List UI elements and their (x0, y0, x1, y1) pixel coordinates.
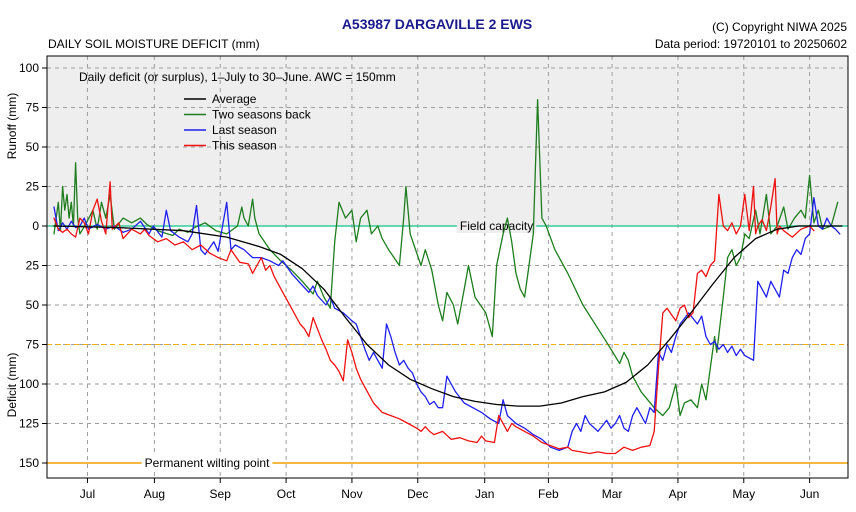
reference-line-label: Field capacity (460, 219, 533, 233)
y-tick-label: 25 (26, 180, 40, 194)
chart-subtitle: DAILY SOIL MOISTURE DEFICIT (mm) (48, 37, 260, 51)
y-tick-label: 75 (26, 101, 40, 115)
reference-lines: Field capacity Permanent wilting point (47, 218, 848, 470)
data-series (53, 98, 843, 455)
legend-label: This season (212, 139, 277, 153)
y-tick-label: 25 (26, 259, 40, 273)
y-tick-label: 75 (26, 338, 40, 352)
legend-label: Average (212, 92, 257, 106)
y-tick-label: 150 (19, 456, 39, 470)
data-period-text: Data period: 19720101 to 20250602 (655, 37, 847, 51)
legend-label: Two seasons back (212, 108, 312, 122)
series-line-average (53, 225, 843, 407)
y-tick-label: 125 (19, 417, 39, 431)
x-tick-label: Jan (475, 487, 494, 501)
reference-label-bg (456, 218, 537, 233)
x-tick-label: Aug (144, 487, 165, 501)
axis-ticks: 100 75 50 25 0 25 50 75 100 125 150 Jul Aug Sep Oct Nov… (19, 61, 819, 501)
reference-label-bg (141, 455, 273, 470)
legend-label: Last season (212, 123, 277, 137)
x-tick-label: Apr (669, 487, 688, 501)
plot-frame (46, 55, 849, 479)
x-tick-label: Oct (277, 487, 296, 501)
x-tick-label: Dec (407, 487, 428, 501)
reference-line-label: Permanent wilting point (145, 456, 270, 470)
series-line-two-seasons-back (53, 98, 839, 417)
chart-annotation: Daily deficit (or surplus), 1–July to 30… (79, 70, 396, 84)
x-tick-label: Sep (210, 487, 232, 501)
y-tick-label: 100 (19, 61, 39, 75)
surplus-shading (47, 56, 848, 226)
x-tick-label: Nov (341, 487, 362, 501)
x-tick-label: Jul (80, 487, 95, 501)
x-tick-label: May (732, 487, 755, 501)
x-tick-label: Jun (800, 487, 819, 501)
y-tick-label: 50 (26, 140, 40, 154)
x-tick-label: Feb (538, 487, 559, 501)
y-tick-label: 0 (32, 219, 39, 233)
series-line-last-season (53, 196, 841, 452)
chart-title: A53987 DARGAVILLE 2 EWS (342, 16, 532, 32)
copyright-text: (C) Copyright NIWA 2025 (712, 20, 847, 34)
y-tick-label: 100 (19, 377, 39, 391)
y-tick-label: 50 (26, 298, 40, 312)
series-line-this-season (53, 177, 815, 455)
x-tick-label: Mar (602, 487, 623, 501)
y-label-runoff: Runoff (mm) (5, 93, 19, 159)
y-label-deficit: Deficit (mm) (5, 353, 19, 418)
